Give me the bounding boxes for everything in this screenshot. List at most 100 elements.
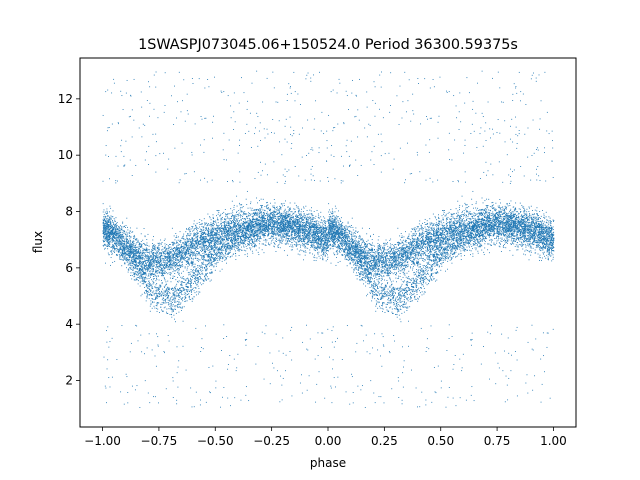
data-point xyxy=(391,272,393,274)
data-point xyxy=(342,246,344,248)
data-point xyxy=(234,215,236,217)
data-point xyxy=(329,234,331,236)
data-point xyxy=(276,222,278,224)
data-point xyxy=(416,225,418,227)
data-point xyxy=(384,252,386,254)
data-point xyxy=(262,227,264,229)
data-point xyxy=(159,258,161,259)
data-point xyxy=(137,246,139,248)
data-point xyxy=(233,221,235,223)
data-point xyxy=(470,219,472,221)
data-point xyxy=(416,238,418,240)
data-point xyxy=(294,233,296,235)
data-point xyxy=(473,215,475,217)
data-point xyxy=(216,219,218,221)
data-point xyxy=(250,247,252,249)
data-point xyxy=(250,225,252,226)
data-point xyxy=(442,236,444,238)
data-point xyxy=(350,259,352,261)
data-point xyxy=(247,238,249,240)
data-point xyxy=(216,232,218,234)
data-point xyxy=(318,231,319,233)
data-point xyxy=(316,221,318,223)
data-point xyxy=(525,221,527,223)
data-point xyxy=(454,213,456,215)
data-point xyxy=(231,217,232,219)
data-point xyxy=(110,223,112,225)
data-point xyxy=(506,240,508,241)
data-point xyxy=(475,225,477,227)
data-point xyxy=(177,243,179,245)
data-point xyxy=(123,249,125,251)
data-point xyxy=(122,234,124,235)
data-point xyxy=(393,249,394,251)
data-point xyxy=(193,232,195,234)
data-point xyxy=(127,241,129,243)
data-point xyxy=(516,234,518,236)
data-point xyxy=(136,251,138,253)
data-point xyxy=(455,222,457,224)
data-point xyxy=(484,235,486,237)
data-point xyxy=(429,242,431,244)
data-point xyxy=(424,254,426,256)
data-point xyxy=(399,251,401,253)
data-point xyxy=(385,259,387,261)
data-point xyxy=(191,237,193,238)
data-point xyxy=(162,273,164,275)
data-point xyxy=(310,221,312,223)
data-point xyxy=(164,243,166,245)
data-point xyxy=(444,238,446,240)
data-point xyxy=(498,226,500,228)
data-point xyxy=(151,269,153,271)
data-point xyxy=(252,220,254,222)
data-point xyxy=(430,237,432,239)
data-point xyxy=(552,219,554,221)
data-point xyxy=(154,260,156,262)
data-point xyxy=(507,235,509,237)
data-point xyxy=(315,260,317,262)
data-point xyxy=(468,228,470,230)
data-point xyxy=(527,244,529,246)
data-point xyxy=(121,249,123,250)
data-point xyxy=(511,221,513,223)
data-point xyxy=(219,251,221,253)
data-point xyxy=(446,238,448,240)
data-point xyxy=(372,268,373,270)
data-point xyxy=(106,235,108,237)
data-point xyxy=(278,218,280,220)
data-point xyxy=(117,238,119,240)
data-point xyxy=(345,229,346,231)
data-point xyxy=(475,234,477,235)
data-point xyxy=(135,243,137,245)
data-point xyxy=(408,243,409,245)
data-point xyxy=(247,221,249,223)
data-point xyxy=(189,251,191,253)
data-point xyxy=(320,229,322,231)
data-point xyxy=(167,262,169,264)
data-point xyxy=(242,206,244,208)
data-point xyxy=(305,251,307,253)
data-point xyxy=(288,223,290,225)
data-point xyxy=(444,251,446,253)
data-point xyxy=(381,263,383,265)
data-point xyxy=(341,243,343,245)
data-point xyxy=(532,230,534,232)
data-point xyxy=(245,223,247,225)
data-point xyxy=(175,237,177,239)
data-point xyxy=(452,234,453,236)
data-point xyxy=(405,252,407,254)
data-point xyxy=(380,271,382,273)
data-point xyxy=(234,219,235,221)
data-point xyxy=(220,238,222,240)
data-point xyxy=(279,226,281,228)
data-point xyxy=(387,251,389,253)
data-point xyxy=(295,229,297,231)
data-point xyxy=(220,251,222,253)
data-point xyxy=(111,250,113,252)
data-point xyxy=(280,241,282,243)
data-point xyxy=(486,229,488,231)
data-point xyxy=(208,229,210,230)
data-point xyxy=(226,224,228,226)
data-point xyxy=(160,243,162,245)
data-point xyxy=(530,215,532,217)
